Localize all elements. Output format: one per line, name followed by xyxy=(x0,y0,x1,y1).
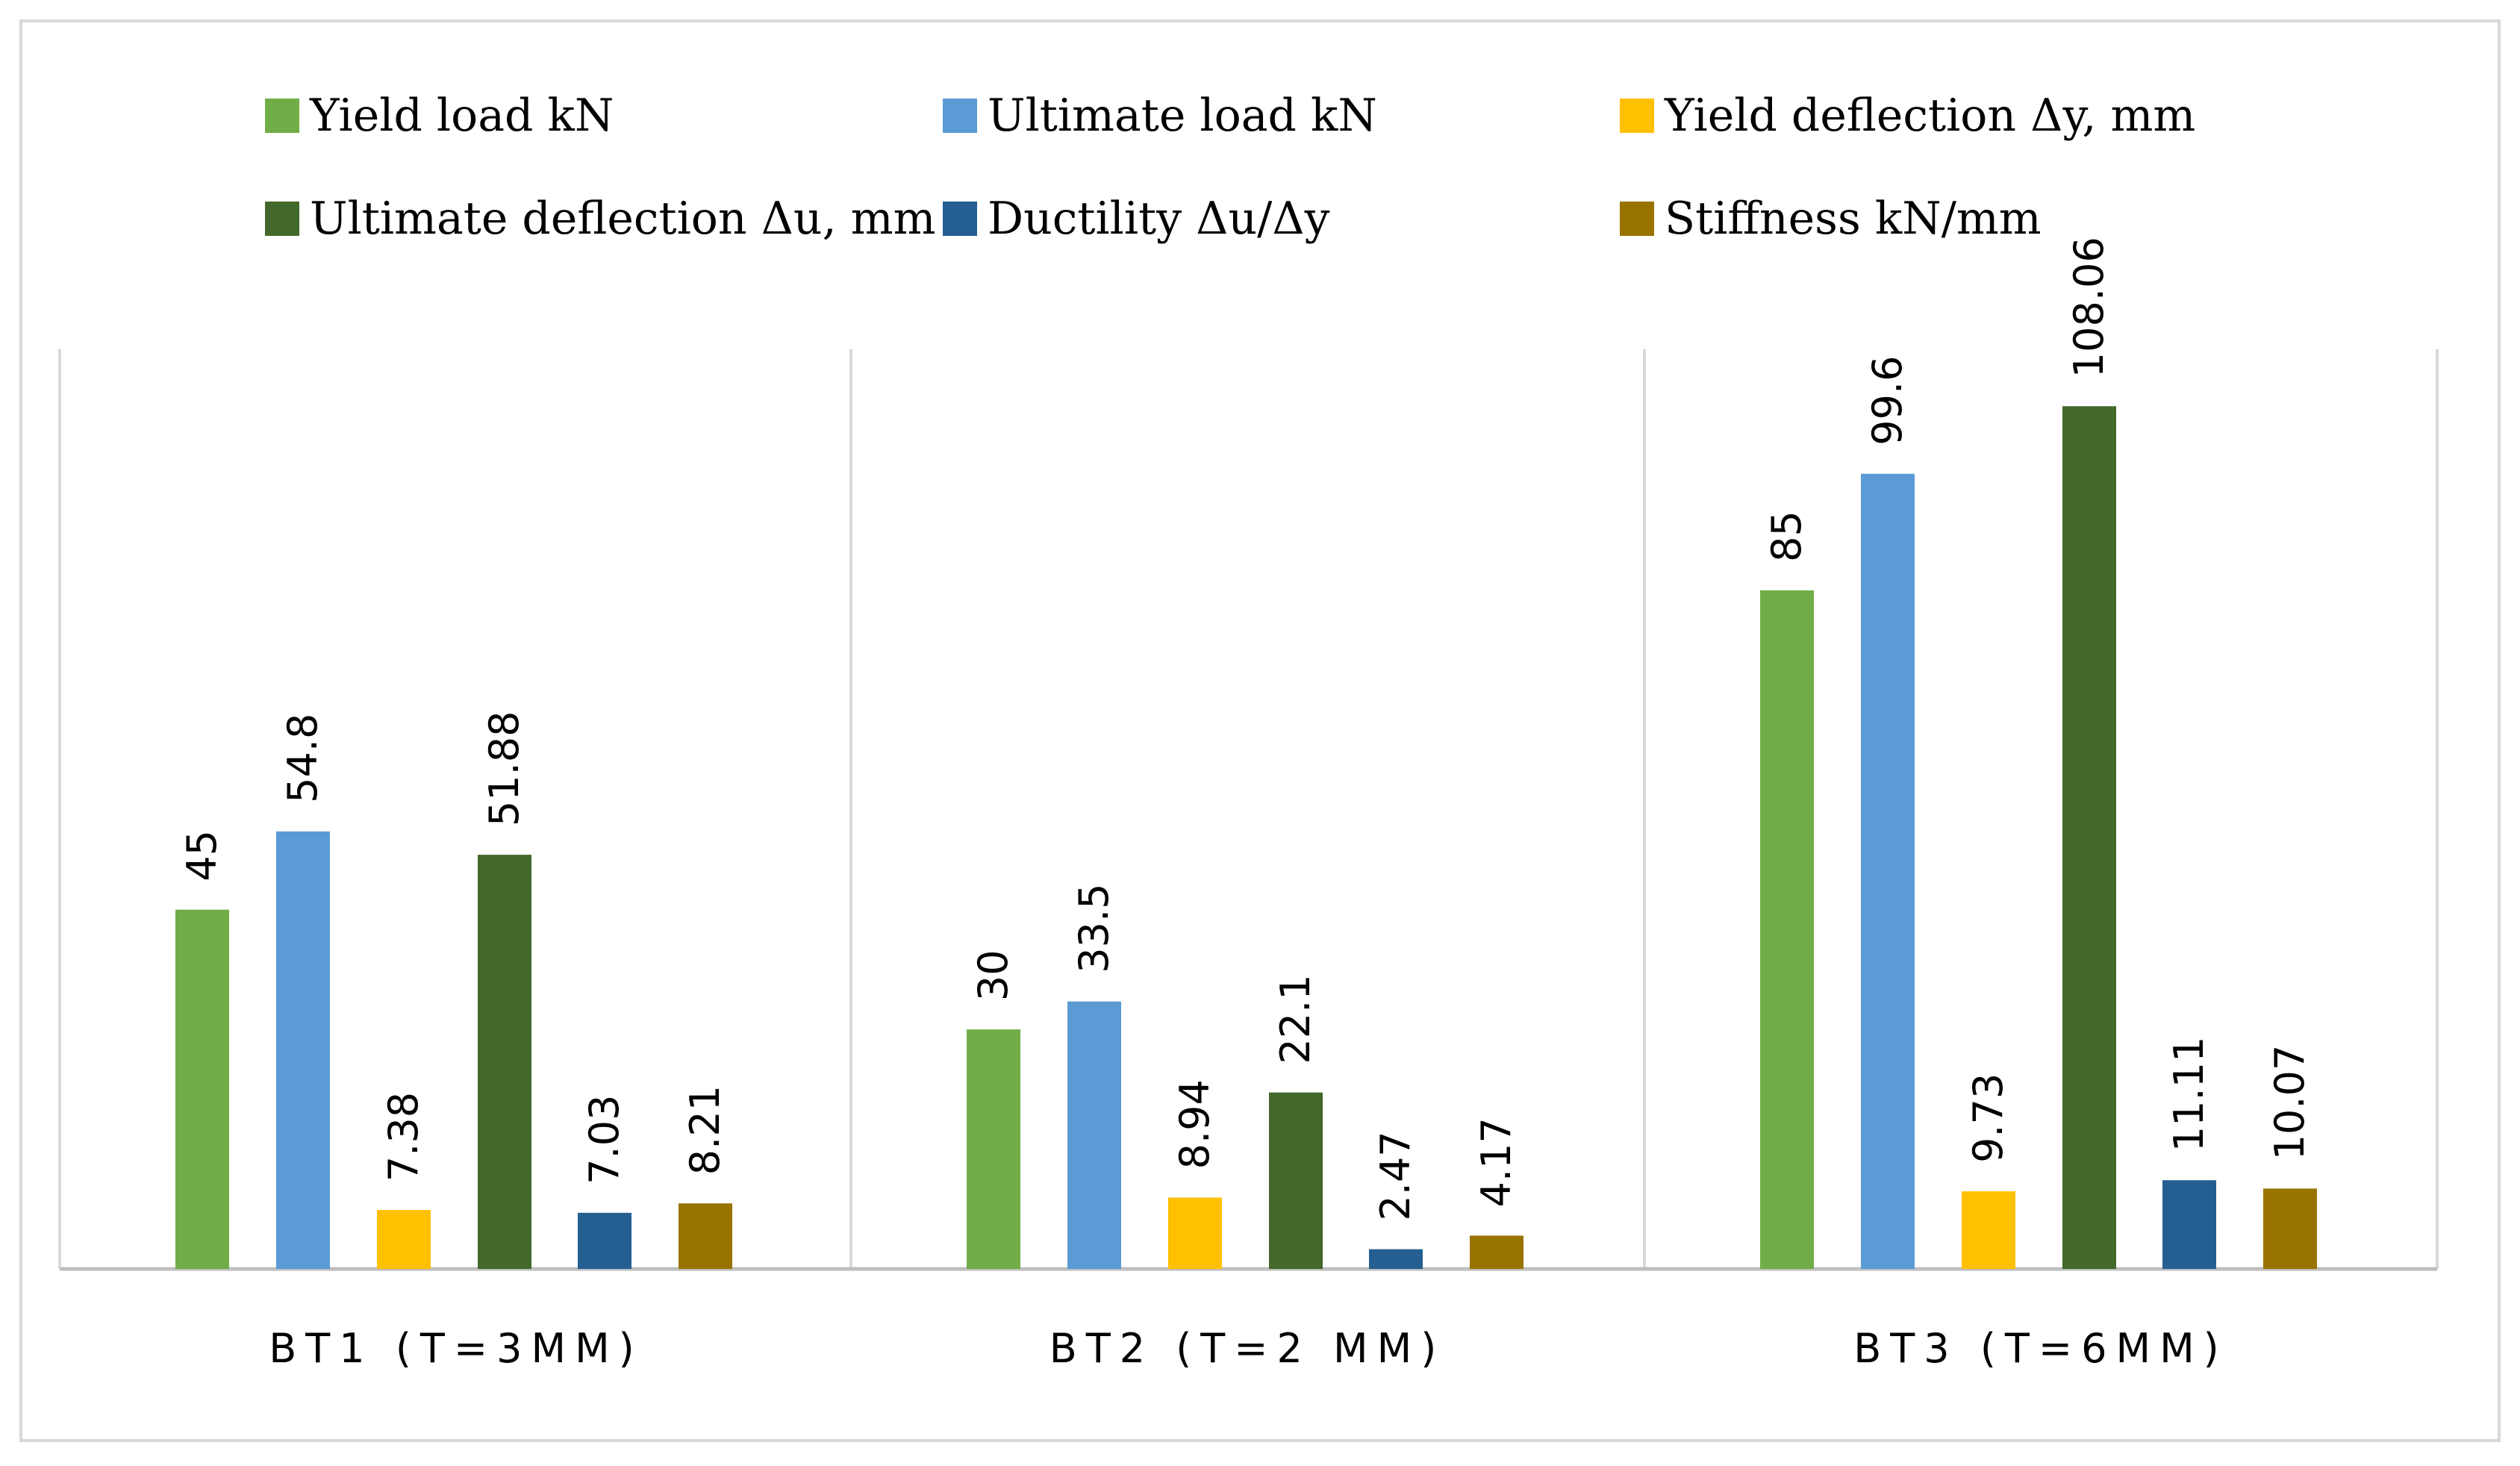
data-label-ultimate-deflection-u-mm-1: 51.88 xyxy=(481,711,528,827)
legend-swatch xyxy=(1620,99,1654,133)
legend-label: Stiffness kN/mm xyxy=(1665,193,2042,245)
bar-stiffness-kn-mm-2 xyxy=(1470,1235,1523,1269)
bar-yield-deflection-y-mm-2 xyxy=(1168,1197,1222,1269)
legend-swatch xyxy=(265,202,299,236)
data-label-ultimate-deflection-u-mm-3: 108.06 xyxy=(2065,237,2112,378)
data-label-yield-load-kn-2: 30 xyxy=(970,949,1017,1001)
bar-yield-load-kn-3 xyxy=(1760,590,1814,1269)
category-label-1: BT1 (T=3MM) xyxy=(269,1325,643,1372)
data-label-yield-deflection-y-mm-3: 9.73 xyxy=(1965,1073,2012,1163)
bar-ultimate-load-kn-3 xyxy=(1861,473,1915,1269)
bar-ductility-u-y-2 xyxy=(1369,1249,1423,1269)
data-label-ultimate-load-kn-3: 99.6 xyxy=(1864,355,1911,445)
category-label-2: BT2 (T=2 MM) xyxy=(1050,1325,1446,1372)
legend-label: Yield load kN xyxy=(309,90,614,142)
legend-item-ultimate-load-kn: Ultimate load kN xyxy=(943,90,1377,142)
legend-swatch xyxy=(943,202,977,236)
legend-label: Ultimate load kN xyxy=(988,90,1377,142)
plot-area: 45 54.8 7.38 51.88 7.03 8.21 BT1 (T=3MM) 30 33.5… xyxy=(58,237,2439,1372)
legend-swatch xyxy=(943,99,977,133)
legend-swatch xyxy=(1620,202,1654,236)
bar-yield-deflection-y-mm-3 xyxy=(1962,1191,2015,1269)
legend-label: Ductility Δu/Δy xyxy=(988,193,1330,245)
data-label-ultimate-deflection-u-mm-2: 22.1 xyxy=(1272,974,1319,1064)
bar-stiffness-kn-mm-1 xyxy=(679,1203,732,1269)
category-group-3: 85 99.6 9.73 108.06 11.11 10.07 BT3 (T=6MM) xyxy=(1760,237,2317,1372)
bar-ultimate-deflection-u-mm-2 xyxy=(1269,1092,1323,1269)
data-label-yield-deflection-y-mm-2: 8.94 xyxy=(1171,1079,1218,1169)
legend-label: Yield deflection Δy, mm xyxy=(1664,90,2195,142)
bar-ductility-u-y-1 xyxy=(578,1212,631,1269)
data-label-ultimate-load-kn-2: 33.5 xyxy=(1070,883,1117,973)
legend-item-ductility-u-y: Ductility Δu/Δy xyxy=(943,193,1330,245)
legend-label: Ultimate deflection Δu, mm xyxy=(310,193,936,245)
bar-stiffness-kn-mm-3 xyxy=(2263,1188,2317,1269)
category-group-1: 45 54.8 7.38 51.88 7.03 8.21 BT1 (T=3MM) xyxy=(175,711,732,1372)
legend-swatch xyxy=(265,99,299,133)
bar-ultimate-load-kn-2 xyxy=(1067,1001,1121,1269)
bar-ductility-u-y-3 xyxy=(2162,1180,2216,1269)
bar-ultimate-deflection-u-mm-3 xyxy=(2062,406,2116,1270)
category-group-2: 30 33.5 8.94 22.1 2.47 4.17 BT2 (T=2 MM) xyxy=(967,883,1523,1372)
bar-yield-load-kn-2 xyxy=(967,1029,1020,1269)
data-label-ultimate-load-kn-1: 54.8 xyxy=(279,714,326,803)
data-label-ductility-u-y-2: 2.47 xyxy=(1372,1131,1419,1220)
data-label-stiffness-kn-mm-1: 8.21 xyxy=(682,1085,729,1175)
data-label-ductility-u-y-3: 11.11 xyxy=(2165,1037,2212,1152)
bar-ultimate-deflection-u-mm-1 xyxy=(478,855,531,1269)
bar-yield-load-kn-1 xyxy=(175,909,229,1269)
category-label-3: BT3 (T=6MM) xyxy=(1853,1325,2227,1372)
data-label-yield-load-kn-3: 85 xyxy=(1763,511,1810,562)
legend-item-ultimate-deflection-u-mm: Ultimate deflection Δu, mm xyxy=(265,193,936,245)
bar-ultimate-load-kn-1 xyxy=(276,831,330,1269)
legend-item-yield-deflection-y-mm: Yield deflection Δy, mm xyxy=(1620,90,2195,142)
data-label-ductility-u-y-1: 7.03 xyxy=(581,1095,628,1185)
data-label-yield-load-kn-1: 45 xyxy=(178,830,225,882)
data-label-stiffness-kn-mm-3: 10.07 xyxy=(2266,1045,2313,1161)
legend-item-stiffness-kn-mm: Stiffness kN/mm xyxy=(1620,193,2042,245)
bar-yield-deflection-y-mm-1 xyxy=(377,1210,431,1269)
legend-item-yield-load-kn: Yield load kN xyxy=(265,90,614,142)
data-label-stiffness-kn-mm-2: 4.17 xyxy=(1473,1117,1520,1207)
data-label-yield-deflection-y-mm-1: 7.38 xyxy=(380,1092,427,1182)
legend: Yield load kN Ultimate load kN Yield defle… xyxy=(265,90,2195,245)
